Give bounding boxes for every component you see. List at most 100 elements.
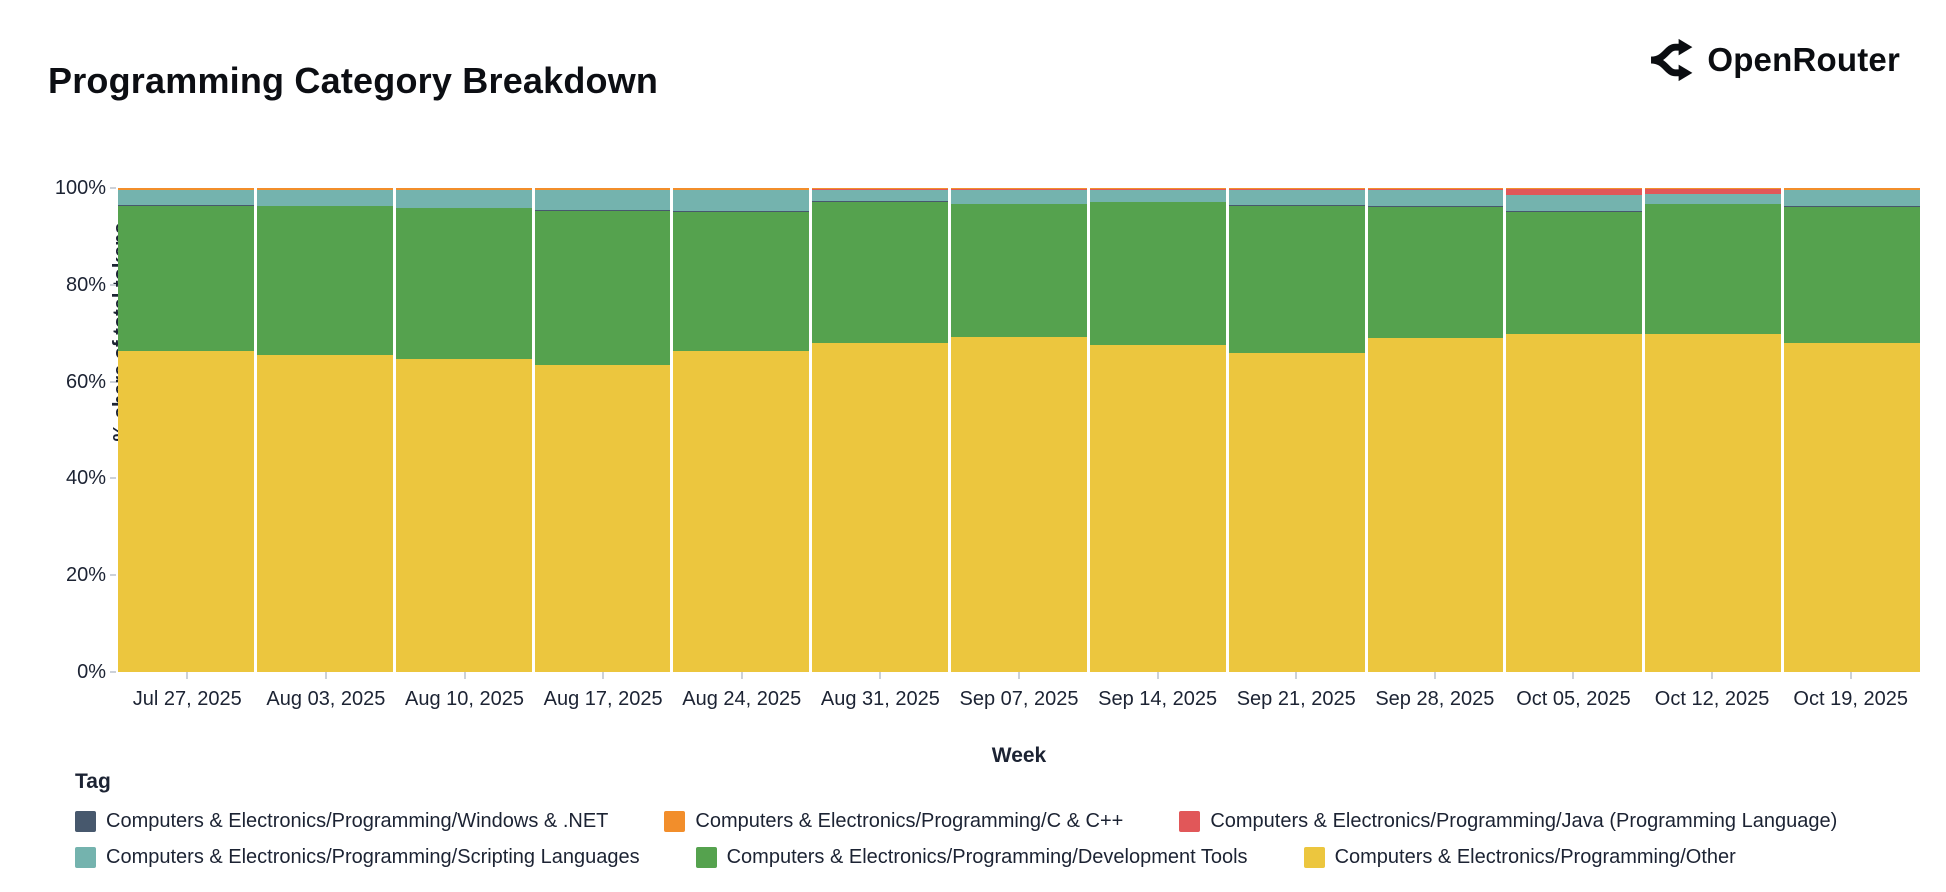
- bar-segment-scripting[interactable]: [1367, 189, 1504, 207]
- bar-week-13[interactable]: [1784, 188, 1920, 672]
- bar-segment-other[interactable]: [1089, 345, 1226, 672]
- bar-segment-scripting[interactable]: [812, 189, 949, 202]
- x-tick-mark: [879, 672, 882, 679]
- bar-segment-scripting[interactable]: [395, 190, 532, 208]
- bar-segment-windows_net[interactable]: [534, 210, 671, 211]
- bar-segment-java[interactable]: [1645, 188, 1782, 195]
- bar-segment-c_cpp[interactable]: [1089, 188, 1226, 190]
- bar-segment-c_cpp[interactable]: [118, 188, 254, 190]
- bar-segment-c_cpp[interactable]: [1506, 188, 1643, 189]
- x-tick-mark: [1849, 672, 1852, 679]
- bar-segment-scripting[interactable]: [951, 189, 1087, 204]
- bar-segment-dev_tools[interactable]: [534, 210, 671, 365]
- bar-segment-other[interactable]: [256, 355, 393, 672]
- bar-segment-other[interactable]: [673, 351, 810, 672]
- bar-segment-dev_tools[interactable]: [673, 212, 810, 352]
- bar-segment-dev_tools[interactable]: [256, 206, 393, 356]
- bar-segment-scripting[interactable]: [1089, 189, 1226, 202]
- bar-week-6[interactable]: [812, 188, 949, 672]
- bar-week-2[interactable]: [256, 188, 393, 672]
- bar-segment-other[interactable]: [1645, 334, 1782, 672]
- legend-item-other[interactable]: Computers & Electronics/Programming/Othe…: [1303, 846, 1736, 869]
- bar-segment-scripting[interactable]: [118, 190, 254, 206]
- bar-segment-dev_tools[interactable]: [395, 208, 532, 360]
- bar-segment-scripting[interactable]: [1228, 189, 1365, 206]
- bar-segment-other[interactable]: [1228, 353, 1365, 672]
- bar-segment-windows_net[interactable]: [1228, 205, 1365, 206]
- brand-name: OpenRouter: [1707, 41, 1900, 78]
- legend-item-java[interactable]: Computers & Electronics/Programming/Java…: [1179, 810, 1837, 833]
- bar-segment-scripting[interactable]: [1645, 194, 1782, 204]
- bar-segment-dev_tools[interactable]: [1089, 202, 1226, 346]
- x-tick-label: Oct 19, 2025: [1793, 688, 1908, 710]
- bar-segment-c_cpp[interactable]: [673, 188, 810, 190]
- bar-segment-other[interactable]: [395, 359, 532, 672]
- bar-week-12[interactable]: [1645, 188, 1782, 672]
- x-tick-mark: [1711, 672, 1714, 679]
- x-tick-label: Aug 03, 2025: [266, 688, 386, 710]
- bar-week-4[interactable]: [534, 188, 671, 672]
- bar-segment-dev_tools[interactable]: [812, 202, 949, 344]
- bar-segment-java[interactable]: [1506, 188, 1643, 196]
- bar-segment-windows_net[interactable]: [812, 201, 949, 202]
- bar-segment-windows_net[interactable]: [395, 207, 532, 209]
- bar-segment-dev_tools[interactable]: [951, 204, 1087, 337]
- bar-segment-dev_tools[interactable]: [1228, 205, 1365, 354]
- bar-segment-c_cpp[interactable]: [951, 188, 1087, 190]
- bar-week-1[interactable]: [118, 188, 254, 672]
- bar-segment-windows_net[interactable]: [673, 211, 810, 213]
- bar-segment-c_cpp[interactable]: [1367, 188, 1504, 190]
- x-tick-mark: [602, 672, 605, 679]
- bar-segment-windows_net[interactable]: [951, 203, 1087, 205]
- legend-label: Computers & Electronics/Programming/Scri…: [106, 846, 640, 868]
- x-tick-label: Aug 10, 2025: [405, 688, 525, 710]
- legend-item-dev_tools[interactable]: Computers & Electronics/Programming/Deve…: [695, 846, 1248, 869]
- openrouter-logo[interactable]: OpenRouter: [1645, 38, 1900, 82]
- bar-segment-windows_net[interactable]: [256, 205, 393, 207]
- bar-segment-c_cpp[interactable]: [812, 188, 949, 190]
- bar-segment-dev_tools[interactable]: [1784, 206, 1920, 344]
- bar-segment-dev_tools[interactable]: [1645, 204, 1782, 335]
- bar-segment-c_cpp[interactable]: [1645, 188, 1782, 189]
- bar-segment-other[interactable]: [1506, 334, 1643, 672]
- y-tick-mark: [110, 671, 116, 673]
- bar-segment-c_cpp[interactable]: [395, 188, 532, 190]
- bar-segment-other[interactable]: [1367, 338, 1504, 672]
- bar-week-10[interactable]: [1367, 188, 1504, 672]
- y-tick-mark: [110, 283, 116, 286]
- legend-title: Tag: [75, 770, 111, 793]
- bar-week-11[interactable]: [1506, 188, 1643, 672]
- bar-segment-other[interactable]: [951, 336, 1087, 672]
- bar-segment-other[interactable]: [812, 343, 949, 672]
- bar-week-3[interactable]: [395, 188, 532, 672]
- bar-week-9[interactable]: [1228, 188, 1365, 672]
- bar-segment-scripting[interactable]: [673, 190, 810, 212]
- bar-segment-c_cpp[interactable]: [256, 188, 393, 190]
- legend-item-windows_net[interactable]: Computers & Electronics/Programming/Wind…: [75, 810, 608, 833]
- bar-segment-other[interactable]: [534, 364, 671, 672]
- bar-segment-other[interactable]: [1784, 343, 1920, 672]
- legend-item-scripting[interactable]: Computers & Electronics/Programming/Scri…: [75, 846, 640, 869]
- bar-segment-dev_tools[interactable]: [118, 205, 254, 351]
- bar-segment-windows_net[interactable]: [1784, 206, 1920, 207]
- legend-item-c_cpp[interactable]: Computers & Electronics/Programming/C & …: [664, 810, 1123, 833]
- bar-segment-other[interactable]: [118, 350, 254, 672]
- bar-week-5[interactable]: [673, 188, 810, 672]
- bar-segment-windows_net[interactable]: [1367, 206, 1504, 207]
- bar-segment-c_cpp[interactable]: [1784, 188, 1920, 190]
- bar-segment-windows_net[interactable]: [118, 205, 254, 206]
- bar-segment-scripting[interactable]: [1784, 190, 1920, 207]
- bar-segment-c_cpp[interactable]: [534, 188, 671, 190]
- bar-segment-c_cpp[interactable]: [1228, 188, 1365, 190]
- bar-segment-dev_tools[interactable]: [1367, 206, 1504, 338]
- bar-segment-windows_net[interactable]: [1645, 203, 1782, 205]
- bar-segment-windows_net[interactable]: [1089, 201, 1226, 203]
- y-tick-label: 20%: [65, 564, 106, 587]
- bar-segment-scripting[interactable]: [534, 190, 671, 210]
- bar-week-7[interactable]: [951, 188, 1087, 672]
- bar-segment-scripting[interactable]: [256, 190, 393, 206]
- bar-segment-windows_net[interactable]: [1506, 210, 1643, 212]
- bar-week-8[interactable]: [1089, 188, 1226, 672]
- bar-segment-scripting[interactable]: [1506, 195, 1643, 211]
- bar-segment-dev_tools[interactable]: [1506, 211, 1643, 335]
